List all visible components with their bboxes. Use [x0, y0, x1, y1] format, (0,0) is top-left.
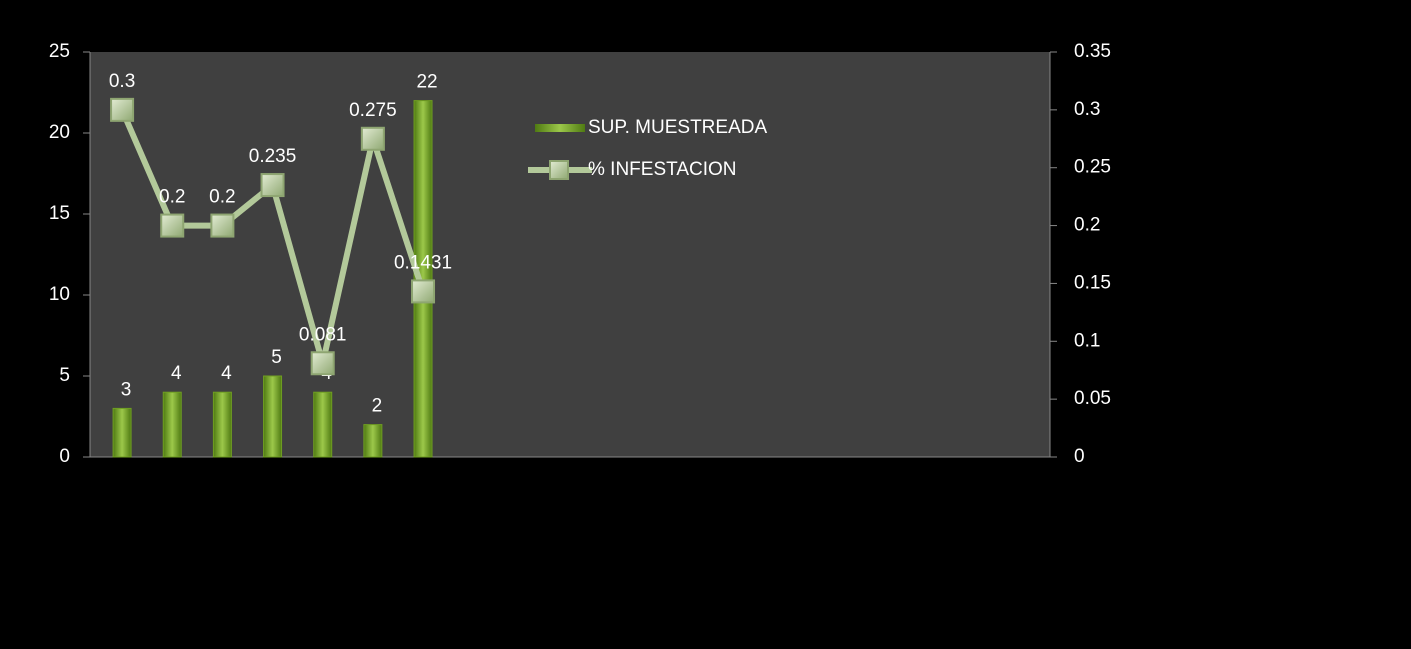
bar — [263, 375, 283, 458]
line-value-label: 0.1431 — [394, 252, 452, 273]
line-value-label: 0.2 — [209, 187, 235, 208]
bar-value-label: 22 — [416, 72, 437, 93]
line-marker — [110, 97, 135, 122]
bar — [313, 391, 333, 458]
y-tick-label: 15 — [49, 203, 70, 224]
line-marker — [310, 351, 335, 376]
line-marker — [260, 173, 285, 198]
line-value-label: 0.275 — [349, 100, 397, 121]
line-value-label: 0.2 — [159, 187, 185, 208]
y-tick-label: 25 — [49, 41, 70, 62]
y2-tick-label: 0.2 — [1074, 215, 1100, 236]
line-marker — [160, 213, 185, 238]
bar — [112, 407, 132, 458]
bar — [363, 424, 383, 458]
legend-label: % INFESTACION — [588, 159, 737, 180]
legend-label: SUP. MUESTREADA — [588, 117, 767, 138]
bar-value-label: 4 — [221, 363, 232, 384]
line-value-label: 0.081 — [299, 324, 347, 345]
bar — [162, 391, 182, 458]
y2-tick-label: 0 — [1074, 446, 1085, 467]
y2-tick-label: 0.15 — [1074, 272, 1111, 293]
bar-value-label: 4 — [171, 363, 182, 384]
plot-area — [90, 52, 1050, 457]
y2-tick-label: 0.25 — [1074, 157, 1111, 178]
bar-value-label: 3 — [121, 379, 132, 400]
line-value-label: 0.235 — [249, 146, 297, 167]
y2-tick-label: 0.05 — [1074, 388, 1111, 409]
y2-tick-label: 0.1 — [1074, 330, 1100, 351]
y-tick-label: 0 — [59, 446, 70, 467]
bar-value-label: 5 — [271, 347, 282, 368]
y2-tick-label: 0.3 — [1074, 99, 1100, 120]
y-tick-label: 5 — [59, 365, 70, 386]
bar — [413, 100, 433, 458]
y-tick-label: 20 — [49, 122, 70, 143]
line-value-label: 0.3 — [109, 71, 135, 92]
line-marker — [360, 126, 385, 151]
line-marker — [411, 279, 436, 304]
bar — [212, 391, 232, 458]
line-marker — [210, 213, 235, 238]
legend-marker — [549, 160, 569, 180]
y-tick-label: 10 — [49, 284, 70, 305]
legend-swatch — [535, 124, 585, 132]
y2-tick-label: 0.35 — [1074, 41, 1111, 62]
bar-value-label: 2 — [372, 396, 383, 417]
